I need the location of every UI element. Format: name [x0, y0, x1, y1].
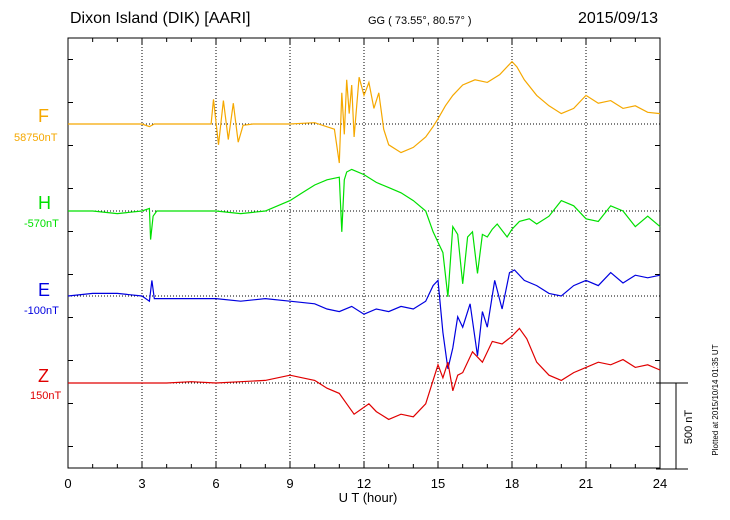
- series-baseline-e: -100nT: [24, 305, 59, 317]
- x-tick-label: 6: [212, 476, 219, 491]
- x-tick-label: 3: [138, 476, 145, 491]
- x-tick-label: 0: [64, 476, 71, 491]
- series-label-e: E: [38, 280, 51, 300]
- x-tick-label: 24: [653, 476, 667, 491]
- plotted-note: Plotted at 2015/10/14 01:35 UT: [711, 344, 720, 455]
- series-line-f: [68, 60, 661, 164]
- axes: [67, 37, 661, 469]
- series-line-h: [68, 168, 661, 297]
- x-axis-label: U T (hour): [339, 490, 398, 505]
- series-label-h: H: [38, 193, 51, 213]
- series-label-f: F: [38, 106, 49, 126]
- scale-bar-label: 500 nT: [683, 410, 695, 445]
- x-tick-label: 15: [431, 476, 445, 491]
- x-tick-label: 18: [505, 476, 519, 491]
- x-tick-label: 9: [286, 476, 293, 491]
- series-line-z: [68, 327, 661, 421]
- x-ticks: 0 3 6 9 12 15 18 21 24: [64, 38, 667, 491]
- station-title: Dixon Island (DIK) [AARI]: [70, 10, 251, 27]
- date-label: 2015/09/13: [578, 10, 659, 27]
- plot-frame: [67, 37, 661, 469]
- series-baseline-h: -570nT: [24, 218, 59, 230]
- series-lines: [67, 60, 661, 421]
- station-coordinates: GG ( 73.55°, 80.57° ): [368, 15, 472, 27]
- series-baseline-z: 150nT: [30, 390, 62, 402]
- scale-bar: [656, 382, 688, 470]
- series-label-z: Z: [38, 366, 49, 386]
- x-tick-label: 21: [579, 476, 593, 491]
- grid-lines: [68, 38, 660, 468]
- x-tick-label: 12: [357, 476, 371, 491]
- series-line-e: [67, 269, 661, 369]
- series-baseline-f: 58750nT: [14, 132, 58, 144]
